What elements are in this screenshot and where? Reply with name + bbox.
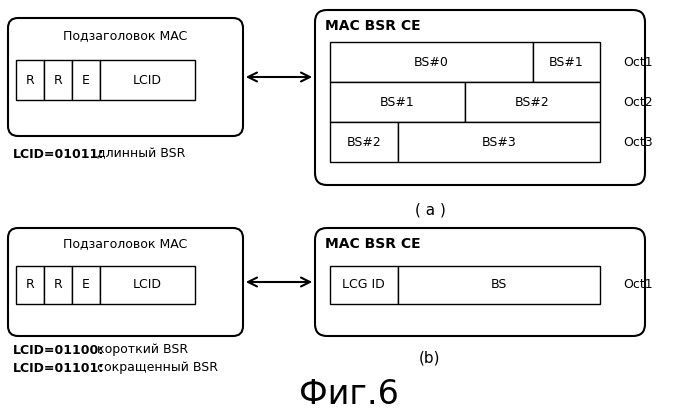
Text: MAC BSR CE: MAC BSR CE <box>325 237 421 251</box>
Text: короткий BSR: короткий BSR <box>93 344 188 357</box>
FancyBboxPatch shape <box>8 228 243 336</box>
Text: сокращенный BSR: сокращенный BSR <box>93 362 218 375</box>
Bar <box>330 266 398 304</box>
Bar <box>330 122 398 162</box>
Text: BS#2: BS#2 <box>347 135 381 148</box>
Text: BS#1: BS#1 <box>380 95 415 108</box>
Text: Oct1: Oct1 <box>623 56 653 68</box>
FancyBboxPatch shape <box>315 228 645 336</box>
Text: LCID=01101:: LCID=01101: <box>13 362 104 375</box>
Bar <box>330 82 465 122</box>
Text: Oct2: Oct2 <box>623 95 653 108</box>
Text: BS#2: BS#2 <box>515 95 550 108</box>
Bar <box>44 266 72 304</box>
Text: Oct3: Oct3 <box>623 135 653 148</box>
Text: (b): (b) <box>419 351 441 366</box>
Text: LCID=01011:: LCID=01011: <box>13 148 104 160</box>
Bar <box>72 266 100 304</box>
FancyBboxPatch shape <box>8 18 243 136</box>
Text: R: R <box>54 74 62 86</box>
Text: Oct1: Oct1 <box>623 279 653 292</box>
Text: Подзаголовок MAC: Подзаголовок MAC <box>64 29 187 43</box>
Text: LCID: LCID <box>133 74 162 86</box>
Text: Подзаголовок MAC: Подзаголовок MAC <box>64 238 187 250</box>
Bar <box>72 60 100 100</box>
Text: R: R <box>26 279 34 292</box>
Bar <box>398 266 600 304</box>
Bar <box>398 122 600 162</box>
Bar <box>100 266 195 304</box>
Text: BS#3: BS#3 <box>482 135 516 148</box>
Text: R: R <box>26 74 34 86</box>
Text: ( a ): ( a ) <box>415 202 445 218</box>
Bar <box>44 60 72 100</box>
Text: MAC BSR CE: MAC BSR CE <box>325 19 421 33</box>
Text: E: E <box>82 279 90 292</box>
Text: E: E <box>82 74 90 86</box>
Text: LCID: LCID <box>133 279 162 292</box>
Bar <box>16 266 44 304</box>
Bar <box>533 42 600 82</box>
Text: R: R <box>54 279 62 292</box>
Bar <box>100 60 195 100</box>
Bar <box>465 82 600 122</box>
Text: BS: BS <box>491 279 507 292</box>
Text: LCID=01100:: LCID=01100: <box>13 344 104 357</box>
FancyBboxPatch shape <box>315 10 645 185</box>
Text: BS#0: BS#0 <box>414 56 449 68</box>
Bar <box>330 42 533 82</box>
Text: LCG ID: LCG ID <box>343 279 385 292</box>
Text: BS#1: BS#1 <box>549 56 584 68</box>
Text: Фиг.6: Фиг.6 <box>299 378 399 409</box>
Text: длинный BSR: длинный BSR <box>93 148 185 160</box>
Bar <box>16 60 44 100</box>
